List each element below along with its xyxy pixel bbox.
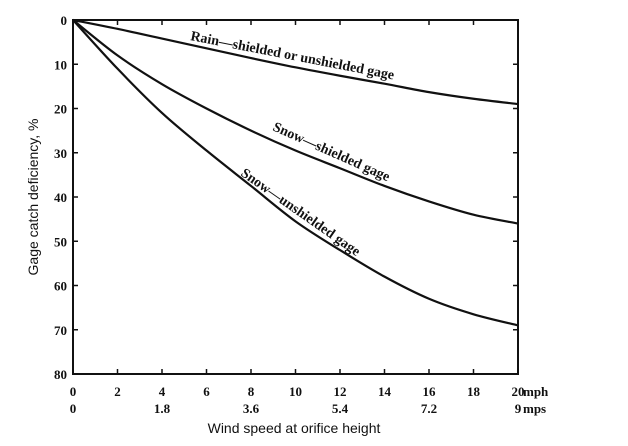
y-axis-title: Gage catch deficiency, % [25,119,41,276]
series-line [72,18,519,106]
y-axis: 0 10 20 30 40 50 60 70 80 [54,13,518,382]
x-tick-label: 12 [334,384,347,399]
x-tick-label-secondary: 3.6 [243,401,260,416]
x-tick-label-secondary: 5.4 [332,401,349,416]
x-tick-label: 4 [159,384,166,399]
x-tick-label: 8 [248,384,255,399]
x-tick-label: 18 [467,384,481,399]
x-axis-title: Wind speed at orifice height [208,420,381,436]
y-tick-label: 50 [54,234,67,249]
y-tick-label: 40 [54,190,67,205]
series-labels: Rain—shielded or unshielded gage Snow—shi… [189,29,395,260]
y-tick-label: 0 [61,13,68,28]
x-unit-secondary: mps [523,401,546,416]
x-tick-label: 0 [70,384,77,399]
y-tick-label: 10 [54,57,67,72]
x-unit-primary: mph [523,384,549,399]
x-tick-label: 16 [423,384,437,399]
x-tick-label-secondary: 1.8 [154,401,171,416]
y-tick-label: 30 [54,146,67,161]
x-tick-label-secondary: 0 [70,401,77,416]
x-axis: 0 2 4 6 8 10 12 14 16 18 20 0 1.8 3.6 5.4 7.2 9 [70,20,525,416]
x-tick-label: 20 [512,384,525,399]
x-tick-label-secondary: 9 [515,401,522,416]
x-tick-label: 14 [378,384,392,399]
y-tick-label: 20 [54,102,67,117]
x-tick-label: 6 [203,384,210,399]
series-label: Rain—shielded or unshielded gage [189,29,395,83]
series-label: Snow—unshielded gage [238,166,363,260]
x-tick-label: 2 [114,384,121,399]
series-label: Snow—shielded gage [270,120,392,185]
x-tick-label-secondary: 7.2 [421,401,437,416]
series-line [72,19,519,225]
y-tick-label: 80 [54,367,67,382]
plot-frame [72,19,519,375]
y-tick-label: 70 [54,323,67,338]
x-tick-label: 10 [289,384,302,399]
series-group [72,18,519,327]
y-tick-label: 60 [54,279,67,294]
series-line [72,19,519,327]
